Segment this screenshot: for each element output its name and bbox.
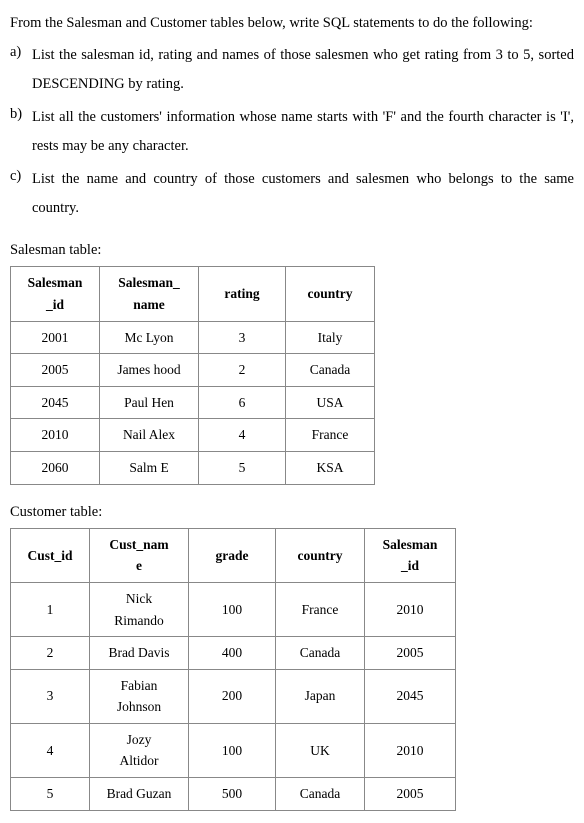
table-row: 4 JozyAltidor 100 UK 2010	[11, 723, 456, 777]
cell: Nail Alex	[100, 419, 199, 452]
table-header-row: Salesman_id Salesman_name rating country	[11, 267, 375, 321]
cell: 200	[189, 669, 276, 723]
cell: Japan	[276, 669, 365, 723]
col-salesman-id: Salesman_id	[365, 528, 456, 582]
cell: 2045	[11, 386, 100, 419]
table-header-row: Cust_id Cust_name grade country Salesman…	[11, 528, 456, 582]
cell: 6	[199, 386, 286, 419]
cell: 400	[189, 637, 276, 670]
question-b-label: b)	[10, 103, 32, 161]
cell: 2045	[365, 669, 456, 723]
table-row: 2001 Mc Lyon 3 Italy	[11, 321, 375, 354]
question-a-text: List the salesman id, rating and names o…	[32, 41, 574, 99]
cell: 2005	[365, 778, 456, 811]
cell: 1	[11, 582, 90, 636]
table-row: 3 FabianJohnson 200 Japan 2045	[11, 669, 456, 723]
cell: JozyAltidor	[90, 723, 189, 777]
cell: Brad Guzan	[90, 778, 189, 811]
cell: 5	[199, 451, 286, 484]
cell: Brad Davis	[90, 637, 189, 670]
cell: 2001	[11, 321, 100, 354]
col-salesman-id: Salesman_id	[11, 267, 100, 321]
col-cust-id: Cust_id	[11, 528, 90, 582]
cell: 3	[199, 321, 286, 354]
cell: Italy	[286, 321, 375, 354]
cell: 100	[189, 582, 276, 636]
col-country: country	[276, 528, 365, 582]
question-c: c) List the name and country of those cu…	[10, 165, 574, 223]
cell: 3	[11, 669, 90, 723]
cell: 2060	[11, 451, 100, 484]
table-row: 2060 Salm E 5 KSA	[11, 451, 375, 484]
cell: Mc Lyon	[100, 321, 199, 354]
cell: 2	[199, 354, 286, 387]
question-a: a) List the salesman id, rating and name…	[10, 41, 574, 99]
col-country: country	[286, 267, 375, 321]
question-a-label: a)	[10, 41, 32, 99]
cell: UK	[276, 723, 365, 777]
cell: France	[276, 582, 365, 636]
cell: France	[286, 419, 375, 452]
cell: 4	[199, 419, 286, 452]
cell: 500	[189, 778, 276, 811]
customer-table: Cust_id Cust_name grade country Salesman…	[10, 528, 456, 811]
question-b-text: List all the customers' information whos…	[32, 103, 574, 161]
customer-table-label: Customer table:	[10, 501, 574, 524]
cell: James hood	[100, 354, 199, 387]
cell: USA	[286, 386, 375, 419]
cell: Canada	[276, 637, 365, 670]
col-salesman-name: Salesman_name	[100, 267, 199, 321]
cell: 2005	[365, 637, 456, 670]
question-b: b) List all the customers' information w…	[10, 103, 574, 161]
question-c-text: List the name and country of those custo…	[32, 165, 574, 223]
table-row: 2045 Paul Hen 6 USA	[11, 386, 375, 419]
cell: 2010	[365, 582, 456, 636]
intro-text: From the Salesman and Customer tables be…	[10, 12, 574, 35]
cell: 100	[189, 723, 276, 777]
question-c-label: c)	[10, 165, 32, 223]
cell: 5	[11, 778, 90, 811]
cell: NickRimando	[90, 582, 189, 636]
cell: 2	[11, 637, 90, 670]
table-row: 2 Brad Davis 400 Canada 2005	[11, 637, 456, 670]
col-cust-name: Cust_name	[90, 528, 189, 582]
table-row: 1 NickRimando 100 France 2010	[11, 582, 456, 636]
cell: Paul Hen	[100, 386, 199, 419]
table-row: 2005 James hood 2 Canada	[11, 354, 375, 387]
cell: KSA	[286, 451, 375, 484]
cell: Canada	[276, 778, 365, 811]
salesman-table: Salesman_id Salesman_name rating country…	[10, 266, 375, 484]
cell: Salm E	[100, 451, 199, 484]
col-grade: grade	[189, 528, 276, 582]
cell: 2005	[11, 354, 100, 387]
table-row: 2010 Nail Alex 4 France	[11, 419, 375, 452]
cell: Canada	[286, 354, 375, 387]
cell: FabianJohnson	[90, 669, 189, 723]
cell: 4	[11, 723, 90, 777]
salesman-table-label: Salesman table:	[10, 239, 574, 262]
cell: 2010	[11, 419, 100, 452]
cell: 2010	[365, 723, 456, 777]
col-rating: rating	[199, 267, 286, 321]
table-row: 5 Brad Guzan 500 Canada 2005	[11, 778, 456, 811]
